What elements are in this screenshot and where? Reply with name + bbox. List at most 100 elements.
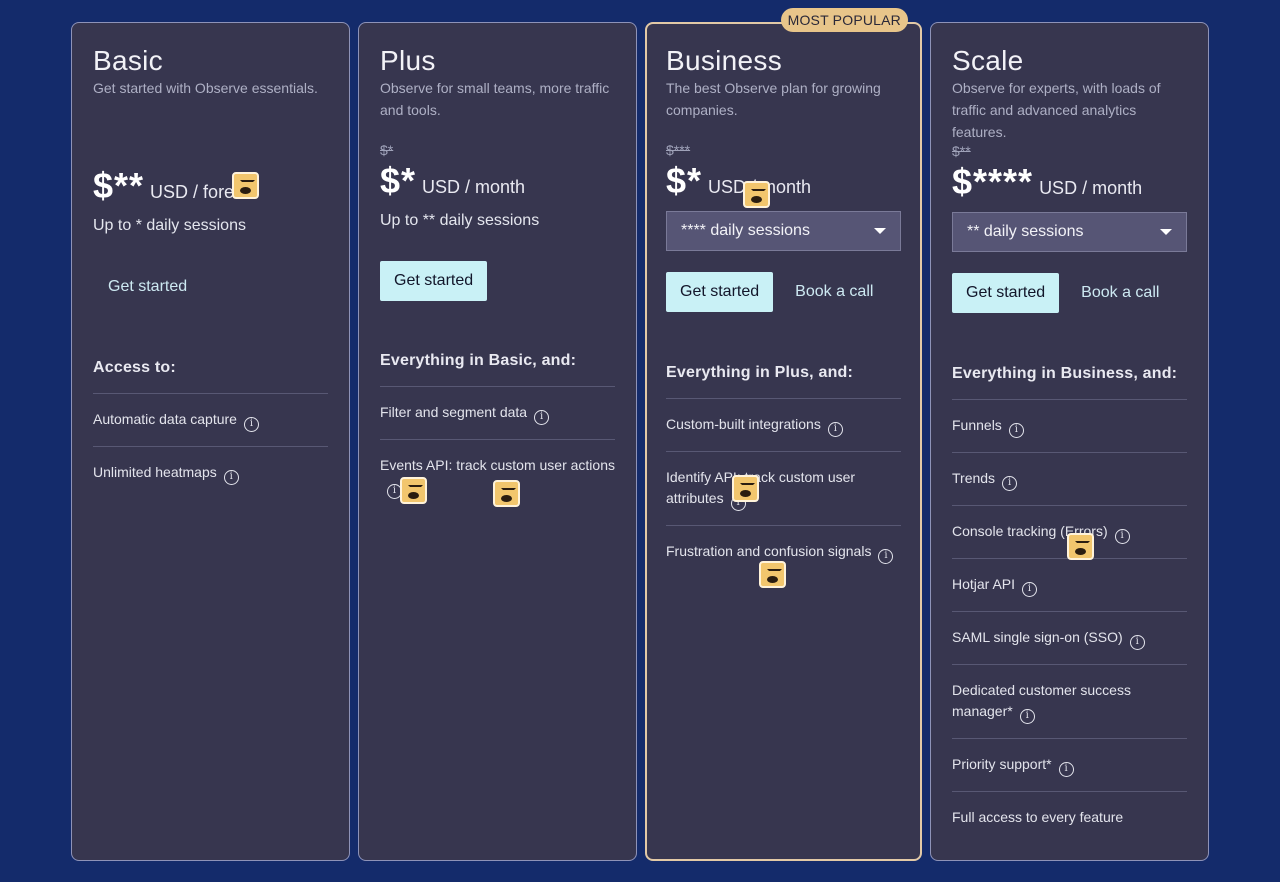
feature-label: Full access to every feature [952,809,1124,825]
features-title: Everything in Business, and: [952,365,1178,382]
feature-item: Frustration and confusion signals i [666,525,901,578]
price: $* [666,160,703,201]
info-icon[interactable]: i [1019,709,1035,724]
info-icon[interactable]: i [1114,529,1130,544]
feature-item: Hotjar API i [952,558,1187,611]
old-price: $*** [666,142,691,158]
price-row: $** USD / forever [93,165,328,206]
info-icon[interactable]: i [534,410,550,425]
plan-description: Get started with Observe essentials. [93,80,318,96]
info-icon[interactable]: i [223,470,239,485]
info-icon[interactable]: i [878,549,894,564]
angry-face-icon [1067,533,1094,560]
sessions-dropdown-value: **** daily sessions [681,222,810,239]
chevron-down-icon [1160,229,1172,235]
feature-item: Trends i [952,452,1187,505]
feature-item: Priority support* i [952,738,1187,791]
get-started-button[interactable]: Get started [86,267,202,307]
get-started-button[interactable]: Get started [952,273,1060,313]
price-row: $**** USD / month [952,161,1187,202]
sessions-dropdown[interactable]: **** daily sessions [666,211,901,251]
feature-label: Filter and segment data [380,404,528,420]
feature-item: SAML single sign-on (SSO) i [952,611,1187,664]
feature-label: Custom-built integrations [666,416,821,432]
book-a-call-button[interactable]: Book a call [1059,273,1174,313]
old-price: $** [952,143,971,159]
feature-item: Dedicated customer success manager* i [952,664,1187,738]
angry-face-icon [493,480,520,507]
get-started-button[interactable]: Get started [380,261,488,301]
info-icon[interactable]: i [1129,635,1145,650]
plan-name: Scale [952,45,1024,76]
info-icon[interactable]: i [1058,762,1074,777]
feature-label: Events API: track custom user actions [380,457,615,473]
feature-label: Priority support* [952,756,1052,772]
plan-name: Plus [380,45,436,76]
angry-face-icon [743,181,770,208]
features-title: Everything in Plus, and: [666,364,854,381]
angry-face-icon [732,475,759,502]
sessions-dropdown-value: ** daily sessions [967,223,1084,240]
info-icon[interactable]: i [1002,476,1018,491]
pricing-cards: Basic Get started with Observe essential… [71,8,1209,861]
feature-item: Unlimited heatmaps i [93,446,328,499]
plan-description: Observe for small teams, more traffic an… [380,80,610,118]
plan-name: Basic [93,45,163,76]
info-icon[interactable]: i [1022,582,1038,597]
feature-label: Hotjar API [952,576,1016,592]
features: Everything in Plus, and: Custom-built in… [666,364,901,578]
price-row: $* USD / month [666,160,901,201]
feature-label: Unlimited heatmaps [93,464,217,480]
features-title: Access to: [93,359,176,376]
angry-face-icon [400,477,427,504]
old-price: $* [380,142,394,158]
feature-item: Automatic data capture i [93,393,328,446]
price: $** [93,165,145,206]
feature-label: Frustration and confusion signals [666,543,872,559]
feature-item: Events API: track custom user actionsi [380,439,615,513]
features-list: Filter and segment data i Events API: tra… [380,386,615,513]
sessions-text: Up to * daily sessions [93,217,246,234]
info-icon[interactable]: i [827,422,843,437]
sessions-text: Up to ** daily sessions [380,212,540,229]
feature-label: Funnels [952,417,1002,433]
features: Everything in Basic, and: Filter and seg… [380,352,615,513]
get-started-button[interactable]: Get started [666,272,774,312]
chevron-down-icon [874,228,886,234]
angry-face-icon [759,561,786,588]
info-icon[interactable]: i [243,417,259,432]
feature-item: Identify API: track custom user attribut… [666,451,901,525]
actions: Get started [93,267,328,307]
feature-label: SAML single sign-on (SSO) [952,629,1123,645]
features: Access to: Automatic data capture i Unlim… [93,359,328,499]
plan-card-scale: Scale Observe for experts, with loads of… [930,22,1209,861]
most-popular-badge: MOST POPULAR [780,8,908,32]
plan-card-business: MOST POPULAR Business The best Observe p… [645,8,922,861]
feature-label: Automatic data capture [93,411,237,427]
price: $* [380,160,417,201]
actions: Get started Book a call [952,273,1187,313]
sessions-dropdown[interactable]: ** daily sessions [952,212,1187,252]
angry-face-icon [232,172,259,199]
actions: Get started [380,261,615,301]
price-row: $* USD / month [380,160,615,201]
book-a-call-button[interactable]: Book a call [773,272,888,312]
plan-name: Business [666,45,783,76]
price-unit: USD / month [422,177,526,197]
feature-item: Funnels i [952,399,1187,452]
price-unit: USD / month [1039,178,1143,198]
price: $**** [952,161,1034,202]
plan-description: Observe for experts, with loads of traff… [952,80,1161,140]
feature-item: Custom-built integrations i [666,398,901,451]
features-title: Everything in Basic, and: [380,352,577,369]
feature-label: Dedicated customer success manager* [952,682,1131,719]
actions: Get started Book a call [666,272,901,312]
plan-description: The best Observe plan for growing compan… [666,80,881,118]
info-icon[interactable]: i [1008,423,1024,438]
features-list: Funnels i Trends i Console tracking (Error… [952,399,1187,842]
plan-card-basic: Basic Get started with Observe essential… [71,22,350,861]
feature-item: Filter and segment data i [380,386,615,439]
plan-card-plus: Plus Observe for small teams, more traff… [358,22,637,861]
features-list: Automatic data capture i Unlimited heatma… [93,393,328,499]
feature-label: Trends [952,470,996,486]
